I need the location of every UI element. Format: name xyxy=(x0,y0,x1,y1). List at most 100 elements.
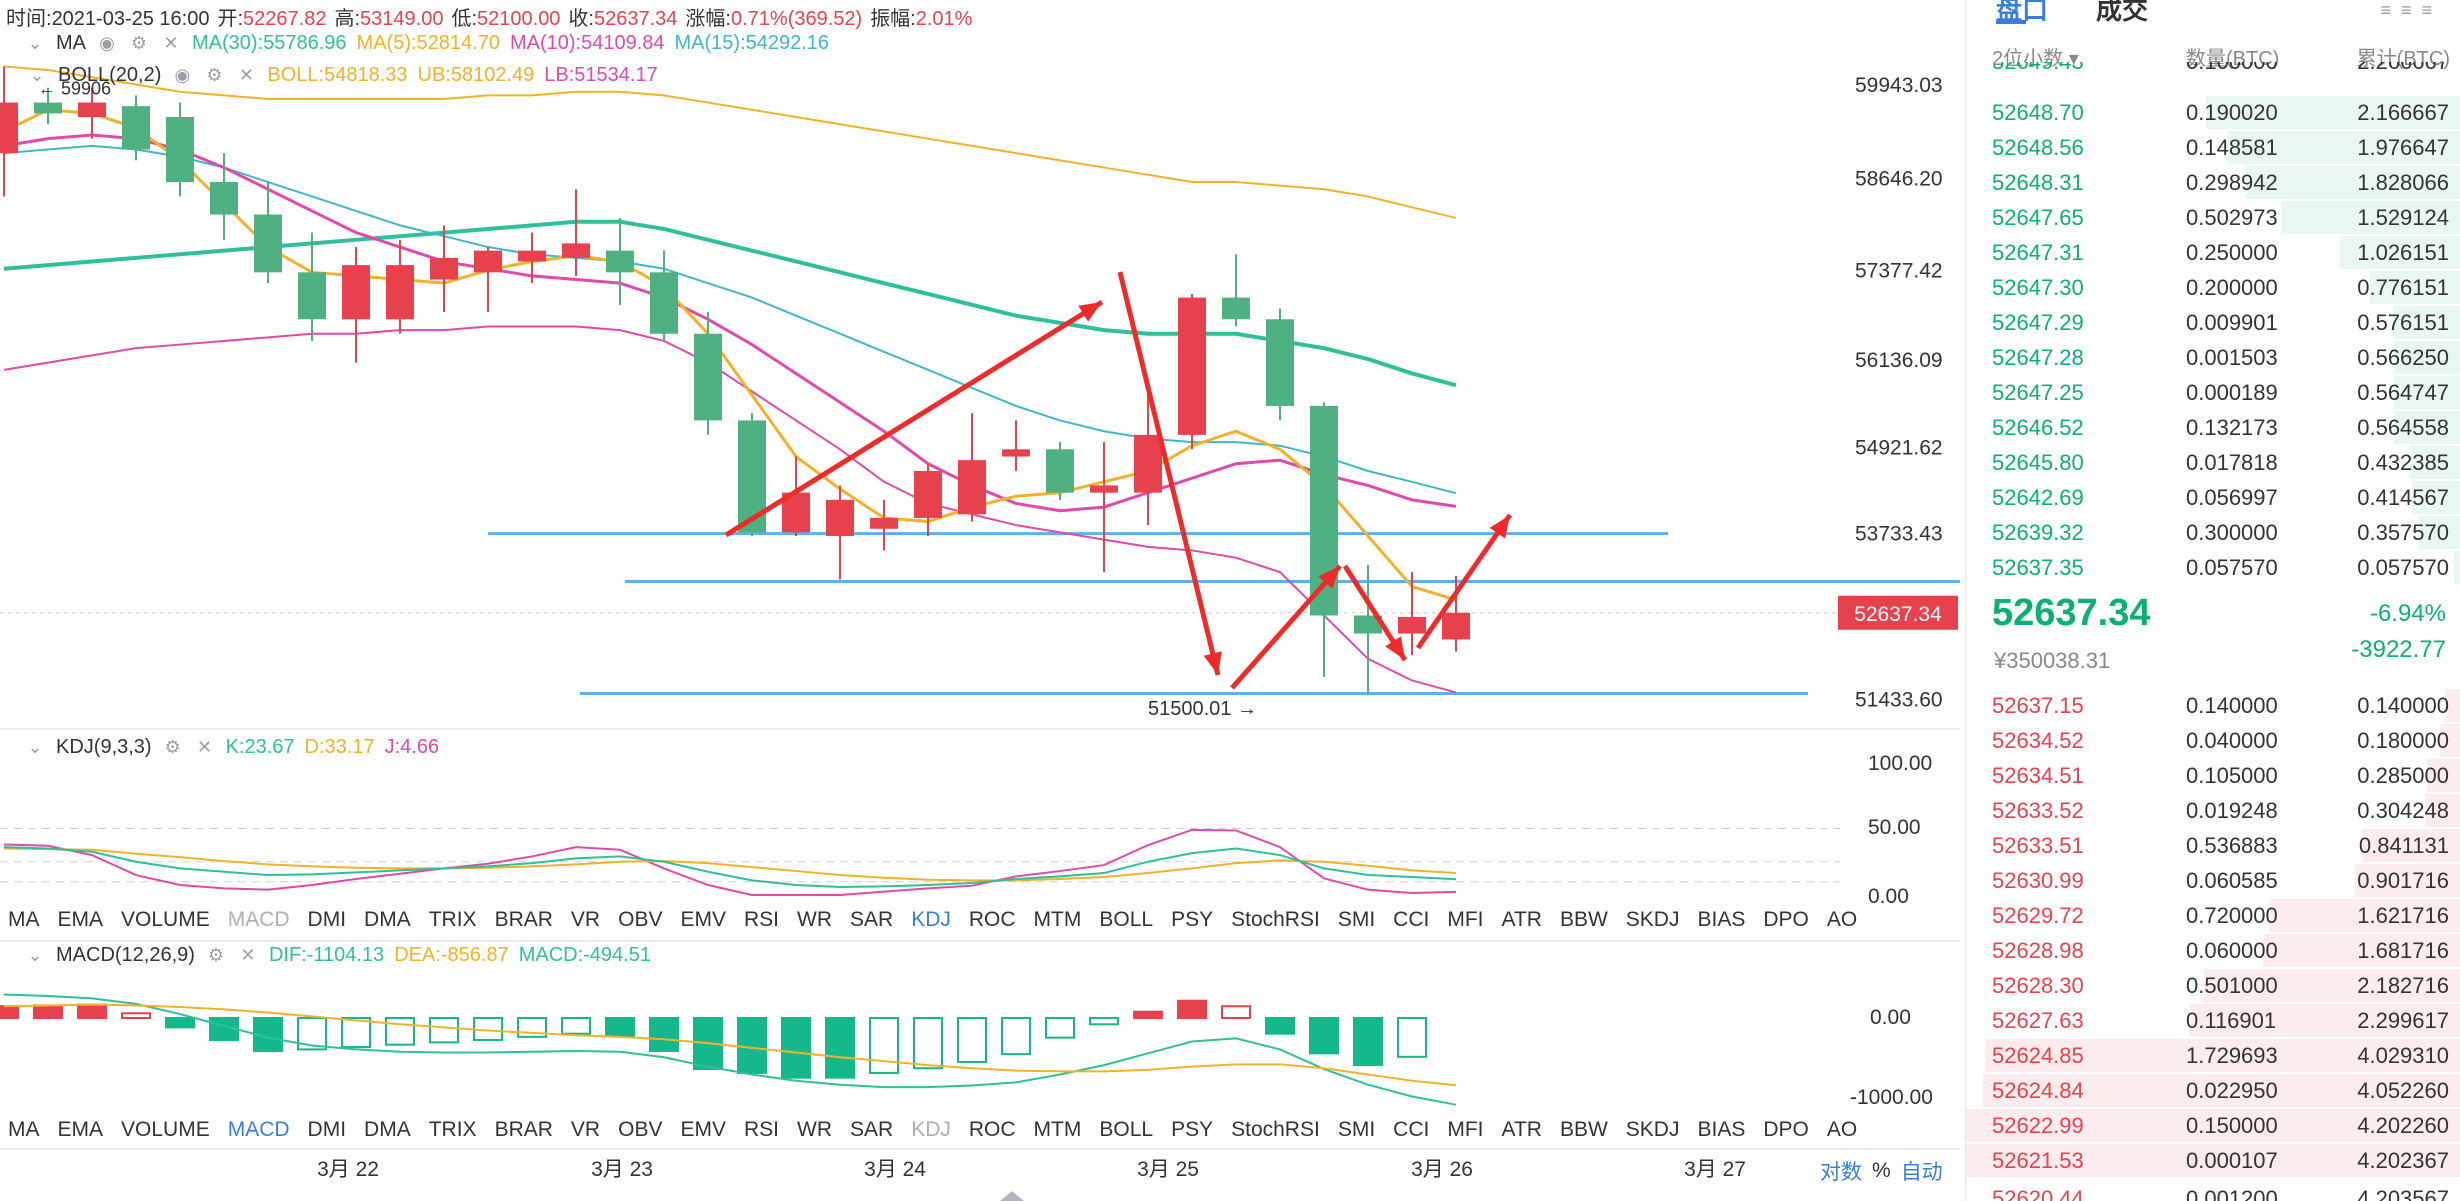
settings-icon[interactable]: ⚙ xyxy=(130,33,148,53)
indicator-tab-wr[interactable]: WR xyxy=(797,908,832,931)
layout-icons[interactable]: ≡≡≡ xyxy=(2380,0,2442,20)
indicator-tab-bbw[interactable]: BBW xyxy=(1559,1118,1608,1141)
indicator-tab-macd[interactable]: MACD xyxy=(227,1118,290,1141)
indicator-tab-volume[interactable]: VOLUME xyxy=(121,1118,210,1141)
indicator-tab-vr[interactable]: VR xyxy=(570,1118,601,1141)
indicator-tab-vr[interactable]: VR xyxy=(570,908,601,931)
indicator-tab-ao[interactable]: AO xyxy=(1826,1118,1858,1141)
indicator-tab-brar[interactable]: BRAR xyxy=(494,1118,553,1141)
close-icon[interactable]: ✕ xyxy=(163,33,179,53)
indicator-tab-mfi[interactable]: MFI xyxy=(1447,908,1484,931)
ask-row[interactable]: 52645.80 0.017818 0.432385 xyxy=(1966,445,2460,480)
bid-row[interactable]: 52633.51 0.536883 0.841131 xyxy=(1966,828,2460,863)
settings-icon[interactable]: ⚙ xyxy=(164,737,181,757)
bid-row[interactable]: 52634.52 0.040000 0.180000 xyxy=(1966,723,2460,758)
indicator-tab-mtm[interactable]: MTM xyxy=(1033,1118,1082,1141)
ask-row[interactable]: 52647.29 0.009901 0.576151 xyxy=(1966,305,2460,340)
bid-row[interactable]: 52634.51 0.105000 0.285000 xyxy=(1966,758,2460,793)
indicator-tab-ao[interactable]: AO xyxy=(1826,908,1858,931)
ask-row[interactable]: 52637.35 0.057570 0.057570 xyxy=(1966,550,2460,585)
indicator-tab-roc[interactable]: ROC xyxy=(968,908,1016,931)
bid-row[interactable]: 52629.72 0.720000 1.621716 xyxy=(1966,898,2460,933)
indicator-tab-smi[interactable]: SMI xyxy=(1337,908,1376,931)
indicator-tab-wr[interactable]: WR xyxy=(797,1118,832,1141)
bid-row[interactable]: 52630.99 0.060585 0.901716 xyxy=(1966,863,2460,898)
indicator-tab-atr[interactable]: ATR xyxy=(1501,1118,1542,1141)
indicator-tab-sar[interactable]: SAR xyxy=(850,1118,894,1141)
indicator-tab-ema[interactable]: EMA xyxy=(57,908,104,931)
indicator-tab-dma[interactable]: DMA xyxy=(364,1118,411,1141)
indicator-tab-bias[interactable]: BIAS xyxy=(1697,1118,1746,1141)
indicator-tab-dmi[interactable]: DMI xyxy=(307,908,347,931)
ask-row[interactable]: 52647.31 0.250000 1.026151 xyxy=(1966,235,2460,270)
indicator-tab-rsi[interactable]: RSI xyxy=(743,908,779,931)
indicator-tab-bias[interactable]: BIAS xyxy=(1697,908,1746,931)
indicator-tab-macd[interactable]: MACD xyxy=(227,908,290,931)
percent-scale-button[interactable]: % xyxy=(1872,1159,1891,1182)
indicator-tab-stochrsi[interactable]: StochRSI xyxy=(1231,908,1320,931)
chevron-down-icon[interactable]: ⌄ xyxy=(27,737,43,757)
ask-row[interactable]: 52642.69 0.056997 0.414567 xyxy=(1966,480,2460,515)
bid-row[interactable]: 52624.84 0.022950 4.052260 xyxy=(1966,1073,2460,1108)
indicator-tab-brar[interactable]: BRAR xyxy=(494,908,553,931)
indicator-tab-psy[interactable]: PSY xyxy=(1171,908,1214,931)
indicator-tab-boll[interactable]: BOLL xyxy=(1099,908,1154,931)
close-icon[interactable]: ✕ xyxy=(238,65,254,85)
indicator-tab-rsi[interactable]: RSI xyxy=(743,1118,779,1141)
close-icon[interactable]: ✕ xyxy=(240,945,256,965)
indicator-tab-atr[interactable]: ATR xyxy=(1501,908,1542,931)
log-scale-button[interactable]: 对数 xyxy=(1820,1161,1862,1184)
indicator-tab-cci[interactable]: CCI xyxy=(1393,908,1430,931)
indicator-tab-skdj[interactable]: SKDJ xyxy=(1625,1118,1680,1141)
indicator-tab-dpo[interactable]: DPO xyxy=(1763,908,1809,931)
indicator-tab-mfi[interactable]: MFI xyxy=(1447,1118,1484,1141)
close-icon[interactable]: ✕ xyxy=(197,737,213,757)
ask-row[interactable]: 52647.25 0.000189 0.564747 xyxy=(1966,375,2460,410)
indicator-tab-emv[interactable]: EMV xyxy=(680,908,726,931)
bid-row-partial[interactable]: 52620.44 0.001200 4.203567 xyxy=(1966,1181,2460,1201)
ask-row-partial[interactable]: 52649.43 0.100000 2.266667 xyxy=(1966,62,2460,82)
chevron-down-icon[interactable]: ⌄ xyxy=(27,33,43,53)
indicator-tab-ma[interactable]: MA xyxy=(8,1118,40,1141)
indicator-tab-kdj[interactable]: KDJ xyxy=(911,1118,951,1141)
indicator-tab-bbw[interactable]: BBW xyxy=(1559,908,1608,931)
indicator-tab-dma[interactable]: DMA xyxy=(364,908,411,931)
indicator-tab-psy[interactable]: PSY xyxy=(1171,1118,1214,1141)
eye-icon[interactable]: ◉ xyxy=(174,65,191,85)
bid-row[interactable]: 52628.30 0.501000 2.182716 xyxy=(1966,968,2460,1003)
ask-row[interactable]: 52647.65 0.502973 1.529124 xyxy=(1966,200,2460,235)
settings-icon[interactable]: ⚙ xyxy=(206,65,223,85)
ask-row[interactable]: 52646.52 0.132173 0.564558 xyxy=(1966,410,2460,445)
ask-row[interactable]: 52647.30 0.200000 0.776151 xyxy=(1966,270,2460,305)
chart-svg[interactable]: 59943.03 58646.20 57377.42 56136.09 54921.62… xyxy=(0,0,1960,1201)
indicator-tab-trix[interactable]: TRIX xyxy=(428,908,477,931)
ask-row[interactable]: 52648.70 0.190020 2.166667 xyxy=(1966,95,2460,130)
indicator-tab-obv[interactable]: OBV xyxy=(618,908,663,931)
indicator-tab-skdj[interactable]: SKDJ xyxy=(1625,908,1680,931)
chevron-down-icon[interactable]: ⌄ xyxy=(29,65,45,85)
eye-icon[interactable]: ◉ xyxy=(99,33,115,53)
ask-row[interactable]: 52647.28 0.001503 0.566250 xyxy=(1966,340,2460,375)
tab-trades[interactable]: 成交 xyxy=(2096,0,2149,25)
auto-scale-button[interactable]: 自动 xyxy=(1900,1161,1943,1184)
indicator-tab-ma[interactable]: MA xyxy=(8,908,40,931)
ask-row[interactable]: 52648.31 0.298942 1.828066 xyxy=(1966,165,2460,200)
ask-row[interactable]: 52648.56 0.148581 1.976647 xyxy=(1966,130,2460,165)
indicator-tab-dmi[interactable]: DMI xyxy=(307,1118,347,1141)
indicator-tab-kdj[interactable]: KDJ xyxy=(911,908,951,931)
bid-row[interactable]: 52633.52 0.019248 0.304248 xyxy=(1966,793,2460,828)
indicator-tab-stochrsi[interactable]: StochRSI xyxy=(1231,1118,1320,1141)
indicator-tab-smi[interactable]: SMI xyxy=(1337,1118,1376,1141)
bid-row[interactable]: 52637.15 0.140000 0.140000 xyxy=(1966,688,2460,723)
indicator-tab-volume[interactable]: VOLUME xyxy=(121,908,210,931)
bid-row[interactable]: 52627.63 0.116901 2.299617 xyxy=(1966,1003,2460,1038)
indicator-tab-sar[interactable]: SAR xyxy=(850,908,894,931)
indicator-tab-boll[interactable]: BOLL xyxy=(1099,1118,1154,1141)
indicator-tab-obv[interactable]: OBV xyxy=(618,1118,663,1141)
chevron-down-icon[interactable]: ⌄ xyxy=(27,945,43,965)
bid-row[interactable]: 52621.53 0.000107 4.202367 xyxy=(1966,1143,2460,1178)
bid-row[interactable]: 52628.98 0.060000 1.681716 xyxy=(1966,933,2460,968)
indicator-tab-emv[interactable]: EMV xyxy=(680,1118,726,1141)
indicator-tab-cci[interactable]: CCI xyxy=(1393,1118,1430,1141)
precision-select[interactable]: 2位小数 ▾ xyxy=(1992,48,2079,70)
